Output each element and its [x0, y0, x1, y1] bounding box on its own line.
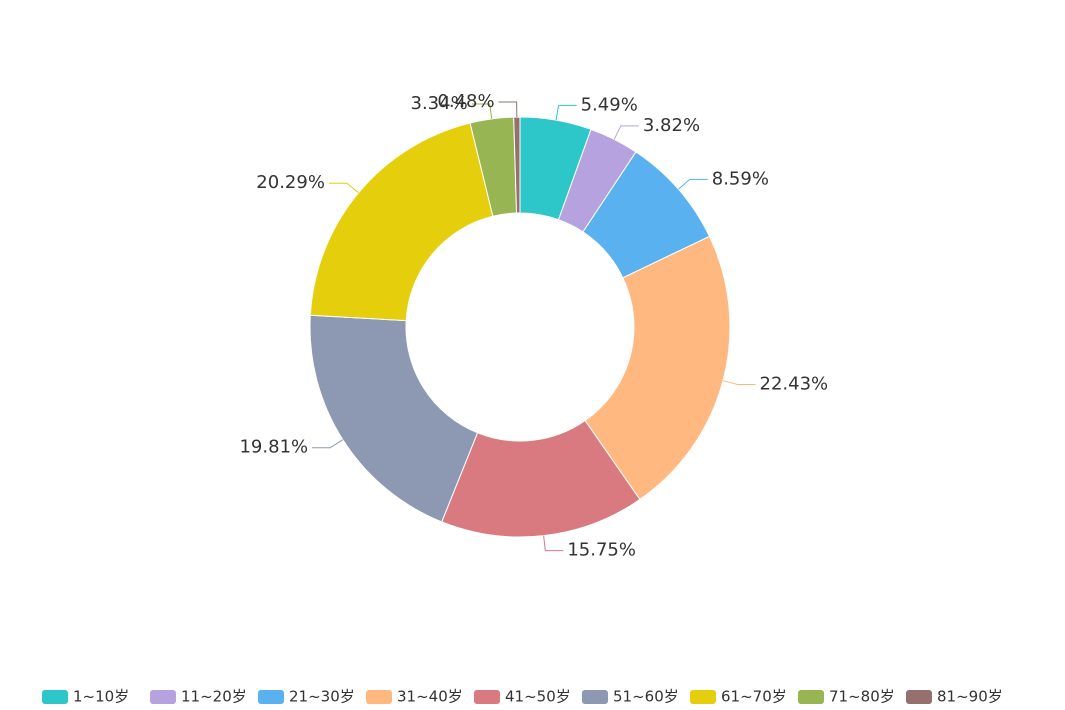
data-label: 8.59%: [712, 168, 769, 189]
legend-label[interactable]: 21~30岁: [289, 688, 355, 706]
slice: [309, 314, 479, 523]
label-line: [543, 535, 564, 552]
legend-swatch[interactable]: [42, 690, 68, 704]
legend-swatch[interactable]: [150, 690, 176, 704]
legend-swatch[interactable]: [798, 690, 824, 704]
label-line: [312, 439, 344, 449]
slice: [441, 419, 641, 538]
legend-label[interactable]: 1~10岁: [73, 688, 129, 706]
label-line: [678, 178, 708, 190]
legend-label[interactable]: 11~20岁: [181, 688, 247, 706]
data-label: 20.29%: [256, 172, 325, 193]
legend-swatch[interactable]: [690, 690, 716, 704]
data-label: 15.75%: [567, 540, 636, 561]
slice: [584, 235, 731, 501]
legend-swatch[interactable]: [906, 690, 932, 704]
legend-label[interactable]: 31~40岁: [397, 688, 463, 706]
legend-label[interactable]: 51~60岁: [613, 688, 679, 706]
label-line: [498, 101, 518, 118]
legend-swatch[interactable]: [474, 690, 500, 704]
data-label: 22.43%: [760, 374, 829, 395]
legend-label[interactable]: 71~80岁: [829, 688, 895, 706]
label-line: [555, 104, 577, 121]
legend-label[interactable]: 41~50岁: [505, 688, 571, 706]
label-line: [328, 182, 359, 194]
slice: [513, 116, 521, 214]
legend-swatch[interactable]: [258, 690, 284, 704]
label-line: [722, 380, 756, 386]
legend-swatch[interactable]: [366, 690, 392, 704]
data-label: 3.82%: [643, 115, 700, 136]
legend-swatch[interactable]: [582, 690, 608, 704]
slice: [309, 122, 494, 322]
label-line: [613, 125, 639, 140]
legend-label[interactable]: 81~90岁: [937, 688, 1003, 706]
data-label: 0.48%: [437, 91, 494, 112]
data-label: 3.34%: [411, 93, 468, 114]
data-label: 19.81%: [239, 437, 308, 458]
label-line: [471, 103, 493, 119]
legend-label[interactable]: 61~70岁: [721, 688, 787, 706]
data-label: 5.49%: [581, 94, 638, 115]
